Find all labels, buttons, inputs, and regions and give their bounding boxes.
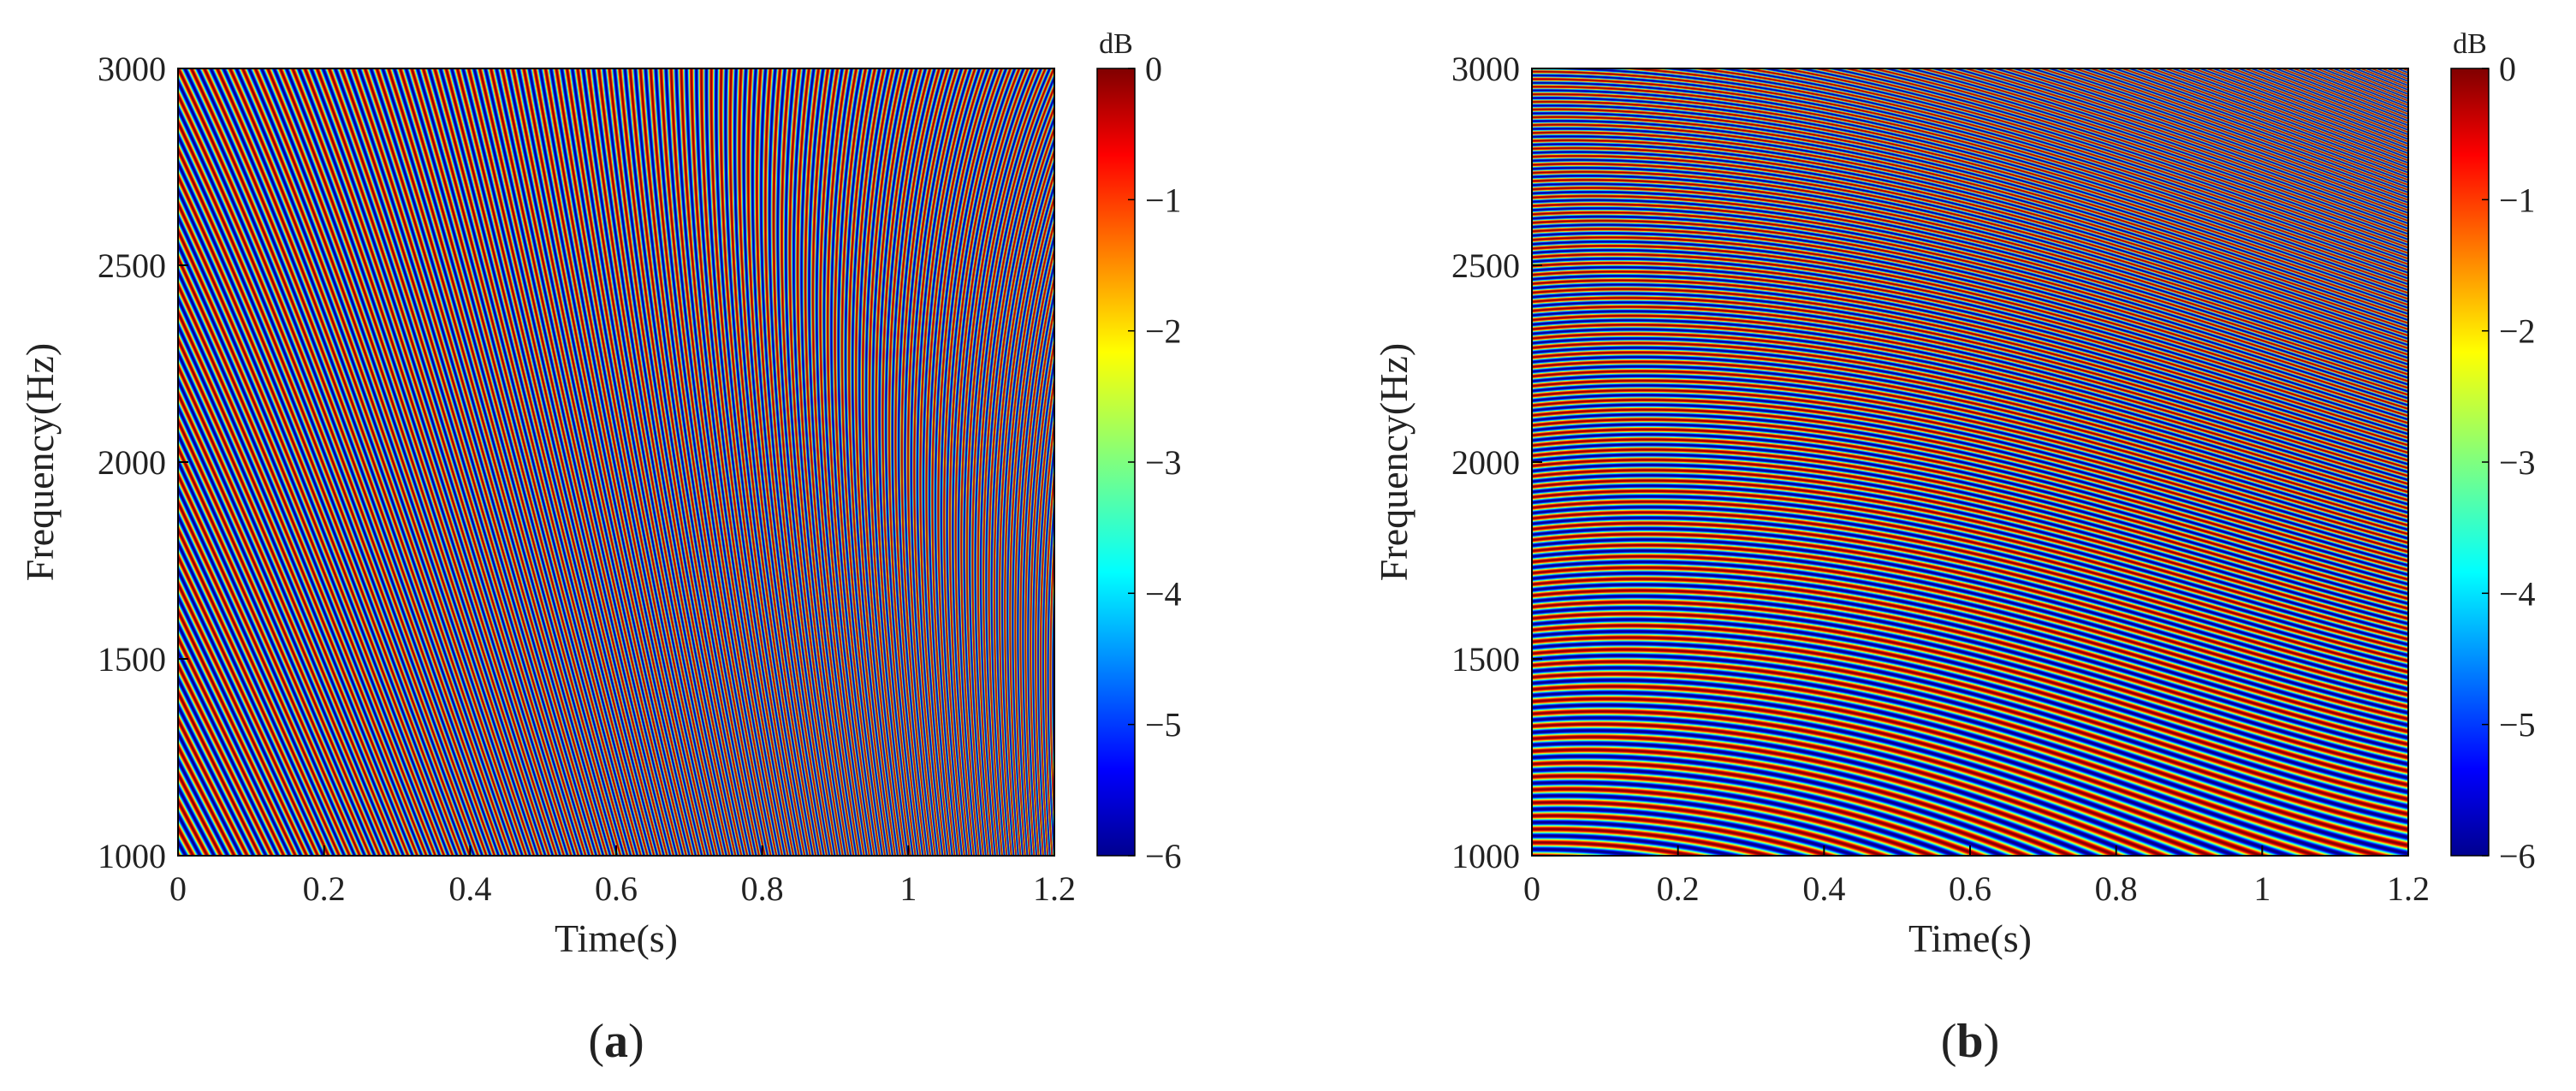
y-tick-label: 2000 [98,443,166,482]
x-tick-label: 0.8 [741,869,784,908]
chart-panel-b: 0 0.2 0.4 0.6 0.8 1 1.2 1000 1500 2000 2500 3000 T… [1372,28,2536,1068]
y-tick-label: 1500 [1451,640,1520,679]
colorbar-tick-label: −6 [2499,837,2536,875]
x-tick-label: 0.2 [303,869,346,908]
y-tick-label: 1500 [98,640,166,679]
colorbar-ticks-b: 0 −1 −2 −3 −4 −5 −6 [2482,50,2536,875]
colorbar-tick-label: −4 [1145,574,1182,613]
colorbar-tick-label: −5 [2499,706,2536,744]
y-axis-ticks-a: 1000 1500 2000 2500 3000 [98,50,188,875]
panel-label-a: (a) [588,1015,644,1068]
x-tick-label: 1.2 [1033,869,1076,908]
x-tick-label: 0.8 [2095,869,2138,908]
y-axis-ticks-b: 1000 1500 2000 2500 3000 [1451,50,1542,875]
colorbar-tick-label: 0 [2499,50,2516,88]
y-tick-label: 2500 [98,246,166,285]
x-axis-ticks-b: 0 0.2 0.4 0.6 0.8 1 1.2 [1523,845,2430,908]
colorbar-tick-label: −1 [2499,181,2536,219]
x-tick-label: 0.2 [1657,869,1700,908]
colorbar-tick-label: −5 [1145,706,1182,744]
x-tick-label: 1 [2253,869,2270,908]
x-axis-label-a: Time(s) [555,916,678,960]
colorbar-ticks-a: 0 −1 −2 −3 −4 −5 −6 [1128,50,1182,875]
colorbar-tick-label: −4 [2499,574,2536,613]
y-tick-label: 3000 [98,50,166,88]
x-tick-label: 1 [899,869,917,908]
heatmap-canvas-a [178,68,1054,856]
x-axis-label-b: Time(s) [1908,916,2032,960]
heatmap-b [1532,68,2408,856]
y-tick-label: 3000 [1451,50,1520,88]
x-tick-label: 0.6 [1949,869,1991,908]
colorbar-label-b: dB [2453,28,2487,60]
y-tick-label: 1000 [1451,837,1520,875]
heatmap-a [178,68,1054,856]
x-tick-label: 0 [1523,869,1540,908]
panel-label-letter-a: a [604,1015,628,1068]
x-tick-label: 0.6 [595,869,638,908]
y-tick-label: 2500 [1451,246,1520,285]
x-tick-label: 0.4 [1802,869,1845,908]
colorbar-tick-label: −2 [1145,312,1182,351]
colorbar-tick-label: −1 [1145,181,1182,219]
colorbar-tick-label: −6 [1145,837,1182,875]
x-tick-label: 1.2 [2387,869,2430,908]
y-axis-label-b: Frequency(Hz) [1372,343,1416,581]
y-tick-label: 1000 [98,837,166,875]
x-tick-label: 0 [169,869,187,908]
panel-label-letter-b: b [1956,1015,1983,1068]
colorbar-tick-label: −3 [1145,443,1182,482]
y-axis-label-a: Frequency(Hz) [18,343,62,581]
colorbar-tick-label: 0 [1145,50,1162,88]
chart-panel-a: 0 0.2 0.4 0.6 0.8 1 1.2 1000 1500 2000 2500 3000 T… [18,28,1182,1068]
x-tick-label: 0.4 [448,869,491,908]
colorbar-label-a: dB [1099,28,1133,60]
x-axis-ticks-a: 0 0.2 0.4 0.6 0.8 1 1.2 [169,845,1076,908]
heatmap-canvas-b [1532,68,2408,856]
panel-label-b: (b) [1941,1015,1999,1068]
colorbar-tick-label: −2 [2499,312,2536,351]
colorbar-tick-label: −3 [2499,443,2536,482]
y-tick-label: 2000 [1451,443,1520,482]
